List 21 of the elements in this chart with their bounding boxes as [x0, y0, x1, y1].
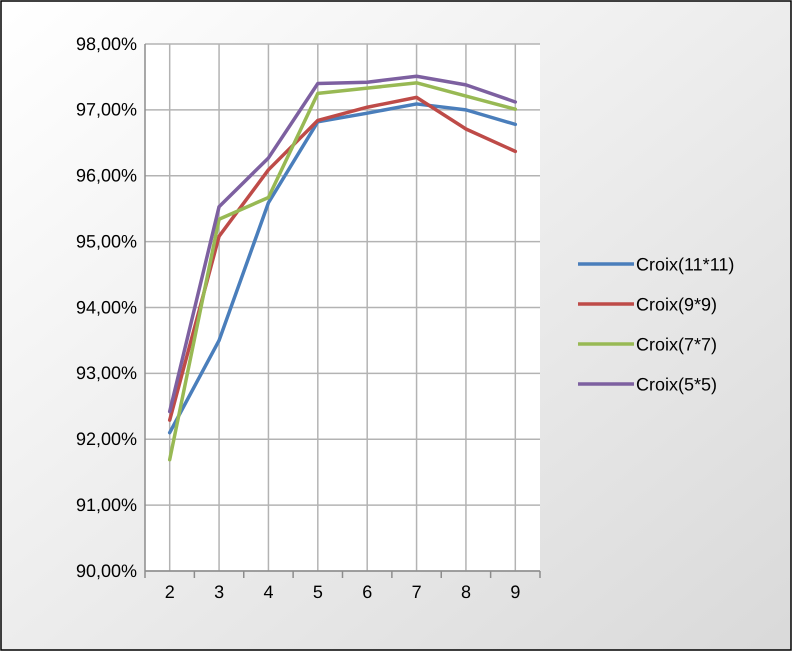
legend-label: Croix(11*11): [636, 254, 734, 274]
y-tick-label: 94,00%: [76, 297, 137, 318]
legend-label: Croix(5*5): [636, 374, 718, 394]
y-tick-label: 97,00%: [76, 100, 137, 120]
x-tick-label: 7: [412, 582, 422, 602]
x-tick-label: 3: [214, 582, 224, 602]
y-tick-label: 91,00%: [76, 494, 137, 515]
x-tick-label: 6: [362, 582, 372, 602]
x-tick-label: 8: [460, 582, 471, 602]
x-tick-label: 5: [312, 582, 323, 602]
legend-label: Croix(7*7): [636, 334, 718, 354]
y-tick-label: 95,00%: [76, 231, 137, 252]
y-tick-label: 98,00%: [76, 34, 137, 54]
y-tick-label: 96,00%: [76, 166, 137, 186]
x-tick-label: 9: [510, 582, 520, 602]
y-tick-label: 93,00%: [76, 363, 137, 384]
y-tick-label: 90,00%: [76, 560, 137, 581]
legend-label: Croix(9*9): [636, 294, 718, 314]
y-tick-label: 92,00%: [76, 429, 137, 450]
x-tick-label: 4: [263, 582, 274, 602]
x-tick-label: 2: [164, 582, 175, 602]
